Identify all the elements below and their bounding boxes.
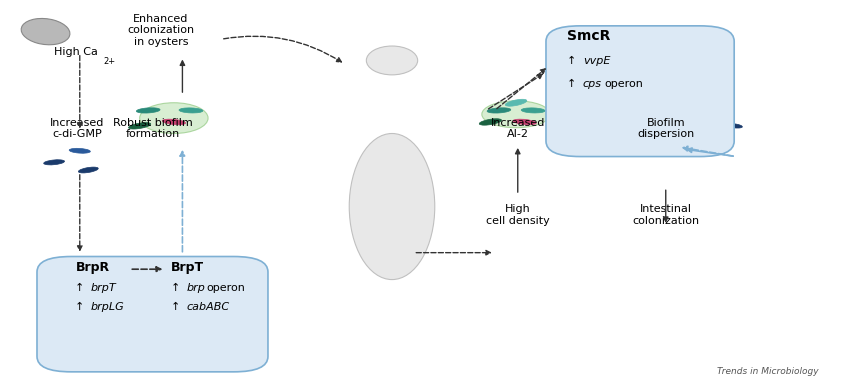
Ellipse shape — [139, 103, 208, 133]
Ellipse shape — [505, 99, 527, 106]
Text: High
cell density: High cell density — [486, 204, 549, 226]
Ellipse shape — [350, 133, 435, 280]
Ellipse shape — [648, 101, 709, 128]
Text: vvpE: vvpE — [583, 56, 610, 66]
Ellipse shape — [713, 128, 729, 132]
Ellipse shape — [482, 101, 550, 128]
Text: ↑: ↑ — [171, 302, 184, 312]
Ellipse shape — [643, 119, 663, 125]
Text: brpT: brpT — [91, 283, 116, 293]
Ellipse shape — [717, 105, 734, 109]
FancyBboxPatch shape — [546, 26, 734, 156]
Text: operon: operon — [207, 283, 245, 293]
Ellipse shape — [128, 122, 151, 129]
FancyBboxPatch shape — [37, 257, 268, 372]
Ellipse shape — [366, 46, 418, 75]
Ellipse shape — [487, 108, 511, 113]
Text: brp: brp — [187, 283, 206, 293]
Ellipse shape — [44, 160, 65, 165]
Text: 2+: 2+ — [103, 57, 116, 66]
Text: Robust biofilm
formation: Robust biofilm formation — [113, 118, 192, 139]
Text: ↑: ↑ — [76, 283, 89, 293]
Text: Enhanced
colonization
in oysters: Enhanced colonization in oysters — [127, 14, 195, 47]
Text: brpLG: brpLG — [91, 302, 125, 312]
Ellipse shape — [22, 18, 70, 45]
Text: Trends in Microbiology: Trends in Microbiology — [717, 367, 819, 376]
Text: ↑: ↑ — [76, 302, 89, 312]
Ellipse shape — [651, 108, 672, 113]
Ellipse shape — [480, 119, 501, 125]
Text: Increased
c-di-GMP: Increased c-di-GMP — [50, 118, 104, 139]
Text: Increased
AI-2: Increased AI-2 — [491, 118, 545, 139]
Text: BrpR: BrpR — [76, 261, 109, 274]
Ellipse shape — [685, 108, 706, 113]
Ellipse shape — [513, 119, 536, 125]
Text: ↑: ↑ — [171, 283, 184, 293]
Ellipse shape — [673, 98, 684, 108]
Ellipse shape — [136, 108, 160, 113]
Text: ↑: ↑ — [567, 56, 580, 66]
Text: Intestinal
colonization: Intestinal colonization — [632, 204, 699, 226]
Ellipse shape — [726, 124, 742, 128]
Text: cabABC: cabABC — [187, 302, 230, 312]
Text: operon: operon — [604, 79, 643, 89]
Text: cps: cps — [583, 79, 602, 89]
Ellipse shape — [78, 167, 98, 173]
Ellipse shape — [677, 119, 697, 124]
Text: ↑: ↑ — [567, 79, 580, 89]
Text: BrpT: BrpT — [171, 261, 204, 274]
Ellipse shape — [69, 148, 90, 153]
Ellipse shape — [179, 108, 203, 113]
Ellipse shape — [162, 119, 185, 125]
Ellipse shape — [521, 108, 545, 113]
Text: High Ca: High Ca — [54, 46, 98, 57]
Text: SmcR: SmcR — [567, 29, 610, 43]
Text: Biofilm
dispersion: Biofilm dispersion — [637, 118, 694, 139]
